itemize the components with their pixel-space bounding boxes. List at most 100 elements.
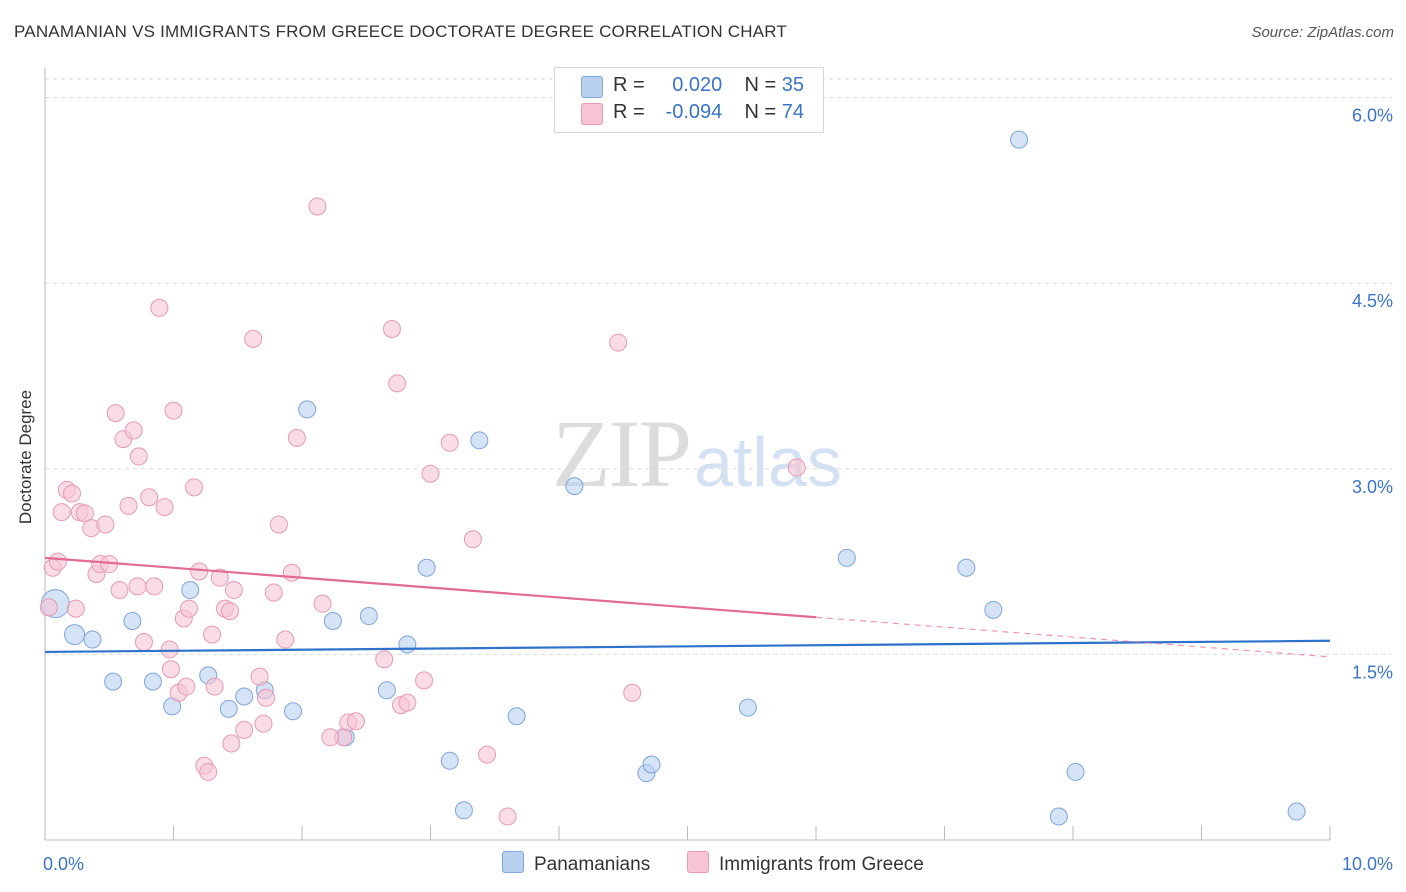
data-point-pink: [313, 594, 332, 613]
r-label: R =: [613, 74, 645, 96]
data-point-pink: [205, 677, 224, 696]
data-point-pink: [62, 484, 81, 503]
trend-line-blue: [44, 639, 1331, 654]
data-point-pink: [498, 807, 517, 826]
data-point-pink: [75, 504, 94, 523]
data-point-blue: [417, 558, 436, 577]
legend-swatch-blue: [502, 851, 524, 873]
r-label: R =: [613, 101, 645, 123]
data-point-pink: [398, 693, 417, 712]
data-point-blue: [359, 607, 378, 626]
y-tick-label: 6.0%: [1352, 106, 1393, 126]
data-point-blue: [284, 702, 303, 721]
y-axis-label: Doctorate Degree: [16, 389, 35, 525]
data-point-pink: [155, 498, 174, 517]
data-point-pink: [150, 298, 169, 317]
data-point-pink: [346, 712, 365, 731]
data-point-pink: [160, 640, 179, 659]
data-point-blue: [957, 558, 976, 577]
trend-line-dashed-pink: [815, 616, 1331, 658]
data-point-blue: [64, 624, 86, 646]
data-point-pink: [375, 650, 394, 669]
legend-label: Panamanians: [534, 854, 651, 875]
y-tick-label: 4.5%: [1352, 291, 1393, 311]
y-tick-label: 3.0%: [1352, 477, 1393, 497]
data-point-pink: [210, 568, 229, 587]
data-point-pink: [119, 496, 138, 515]
data-point-pink: [221, 602, 240, 621]
data-point-pink: [421, 464, 440, 483]
data-point-pink: [39, 598, 58, 617]
data-point-pink: [250, 667, 269, 686]
data-point-pink: [222, 734, 241, 753]
data-point-blue: [323, 611, 342, 630]
data-point-blue: [507, 707, 526, 726]
data-point-pink: [179, 599, 198, 618]
data-point-pink: [287, 428, 306, 447]
data-point-pink: [478, 745, 497, 764]
trend-line-pink: [44, 556, 817, 619]
data-point-blue: [219, 699, 238, 718]
data-point-blue: [83, 630, 102, 649]
chart-title: PANAMANIAN VS IMMIGRANTS FROM GREECE DOC…: [14, 22, 787, 41]
data-point-pink: [48, 552, 67, 571]
data-point-blue: [642, 755, 661, 774]
data-point-pink: [308, 197, 327, 216]
data-point-pink: [623, 683, 642, 702]
data-point-blue: [235, 687, 254, 706]
x-tick-label: 10.0%: [1342, 854, 1393, 874]
data-point-blue: [398, 635, 417, 654]
data-point-blue: [470, 431, 489, 450]
data-point-pink: [269, 515, 288, 534]
correlation-legend: R = 0.020 N = 35 R = -0.094 N = 74: [554, 67, 824, 133]
r-value: 0.020: [672, 74, 723, 96]
data-point-blue: [104, 672, 123, 691]
data-point-blue: [143, 672, 162, 691]
data-point-blue: [984, 600, 1003, 619]
legend-text: R = -0.094 N = 74: [613, 101, 804, 124]
data-point-pink: [161, 660, 180, 679]
data-point-pink: [282, 563, 301, 582]
data-point-blue: [1287, 802, 1306, 821]
data-point-pink: [609, 333, 628, 352]
legend-swatch-blue: [581, 76, 603, 98]
data-point-pink: [129, 447, 148, 466]
data-point-blue: [565, 477, 584, 496]
data-point-blue: [1049, 807, 1068, 826]
y-tick-label: 1.5%: [1352, 662, 1393, 682]
n-label: N =: [744, 74, 777, 96]
r-value: -0.094: [665, 101, 723, 123]
legend-item-panamanians: Panamanians: [502, 851, 650, 876]
legend-item-greece: Immigrants from Greece: [687, 851, 924, 876]
data-point-pink: [128, 577, 147, 596]
data-point-pink: [276, 630, 295, 649]
data-point-pink: [145, 577, 164, 596]
data-point-pink: [224, 581, 243, 600]
data-point-pink: [440, 433, 459, 452]
data-point-pink: [257, 688, 276, 707]
data-point-blue: [1010, 130, 1029, 149]
data-point-blue: [454, 801, 473, 820]
data-point-blue: [837, 548, 856, 567]
data-point-blue: [738, 698, 757, 717]
watermark-atlas: atlas: [694, 423, 842, 501]
data-point-blue: [377, 681, 396, 700]
data-point-pink: [244, 329, 263, 348]
data-point-pink: [388, 374, 407, 393]
data-point-pink: [124, 421, 143, 440]
data-point-blue: [123, 611, 142, 630]
data-point-pink: [96, 515, 115, 534]
data-point-pink: [185, 478, 204, 497]
data-point-pink: [190, 562, 209, 581]
source-credit: Source: ZipAtlas.com: [1251, 24, 1394, 41]
n-value: 74: [781, 101, 804, 123]
n-label: N =: [744, 101, 777, 123]
data-point-pink: [787, 458, 806, 477]
data-point-pink: [177, 677, 196, 696]
data-point-pink: [106, 404, 125, 423]
data-point-pink: [235, 720, 254, 739]
data-point-pink: [415, 671, 434, 690]
data-point-pink: [110, 581, 129, 600]
data-point-pink: [463, 530, 482, 549]
